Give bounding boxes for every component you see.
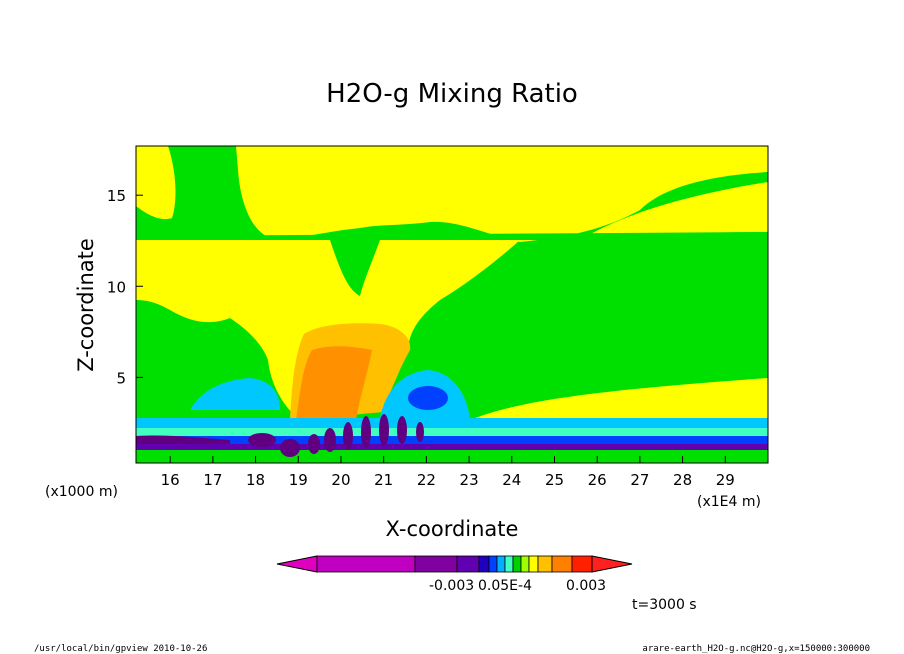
- footer-right: arare-earth_H2O-g.nc@H2O-g,x=150000:3000…: [642, 644, 870, 654]
- x-tick-label: 22: [417, 471, 436, 489]
- contour-surface-green: [136, 450, 768, 463]
- time-annotation: t=3000 s: [632, 597, 697, 613]
- x-tick-label: 16: [161, 471, 180, 489]
- colorbar-segment: [512, 555, 522, 573]
- colorbar-low-arrow: [276, 555, 318, 573]
- colorbar-segment: [488, 555, 498, 573]
- colorbar-segment: [551, 555, 573, 573]
- x-tick-label: 27: [630, 471, 649, 489]
- contour-upper-left-yellow: [136, 146, 176, 220]
- contour-green-line: [136, 232, 768, 240]
- y-unit-label: (x1000 m): [45, 484, 118, 500]
- x-tick-label: 28: [673, 471, 692, 489]
- contour-orange: [296, 346, 372, 420]
- plot-frame: [135, 145, 769, 464]
- colorbar-segment: [537, 555, 553, 573]
- x-tick-label: 29: [716, 471, 735, 489]
- contour-right-blue-core: [408, 386, 448, 410]
- contour-green-notch: [330, 240, 380, 296]
- colorbar-segment: [316, 555, 416, 573]
- x-axis-label: X-coordinate: [386, 517, 519, 541]
- contour-low-cyan-band: [136, 418, 768, 428]
- y-axis: 5 10 15: [107, 187, 143, 387]
- colorbar: [276, 555, 633, 573]
- contour-field: [136, 146, 768, 463]
- x-unit-label: (x1E4 m): [697, 494, 761, 510]
- x-axis: 16 17 18 19 20 21 22 23 24 25 26 27 28 29: [161, 456, 735, 489]
- contour-low-blue-band: [136, 436, 768, 444]
- colorbar-label-max: 0.003: [566, 578, 606, 594]
- y-axis-label: Z-coordinate: [74, 238, 98, 372]
- contour-lower-right-yellow: [470, 378, 768, 420]
- colorbar-segment: [504, 555, 514, 573]
- colorbar-high-arrow: [591, 555, 633, 573]
- contour-upper-right-yellow: [580, 182, 768, 240]
- y-tick-label: 10: [107, 278, 126, 296]
- x-tick-label: 18: [246, 471, 265, 489]
- x-tick-label: 19: [289, 471, 308, 489]
- contour-wave-3: [308, 434, 320, 454]
- contour-wave-4: [324, 428, 336, 452]
- contour-low-violet-band: [136, 444, 768, 450]
- colorbar-label-min: -0.003: [429, 578, 474, 594]
- colorbar-segment: [478, 555, 490, 573]
- colorbar-segment: [571, 555, 593, 573]
- contour-wave-2: [280, 439, 300, 457]
- contour-wave-7: [379, 414, 389, 446]
- colorbar-segment: [520, 555, 530, 573]
- colorbar-segment: [414, 555, 458, 573]
- y-tick-label: 15: [107, 187, 126, 205]
- contour-low-teal-band: [136, 428, 768, 436]
- colorbar-segment: [456, 555, 480, 573]
- x-tick-label: 21: [374, 471, 393, 489]
- y-tick-label: 5: [116, 369, 126, 387]
- x-tick-label: 26: [588, 471, 607, 489]
- colorbar-segment: [528, 555, 539, 573]
- contour-upper-yellow: [136, 146, 768, 242]
- contour-wave-6: [361, 416, 371, 448]
- contour-wave-9: [416, 422, 424, 442]
- x-tick-label: 23: [460, 471, 479, 489]
- contour-wave-1: [248, 433, 276, 447]
- x-tick-label: 25: [545, 471, 564, 489]
- x-tick-label: 24: [502, 471, 521, 489]
- chart-title: H2O-g Mixing Ratio: [326, 79, 578, 109]
- x-tick-label: 17: [203, 471, 222, 489]
- colorbar-segment: [496, 555, 506, 573]
- x-tick-label: 20: [331, 471, 350, 489]
- contour-wave-8: [397, 416, 407, 444]
- contour-left-cyan: [190, 378, 280, 410]
- contour-wave-5: [343, 422, 353, 450]
- colorbar-label-mid: 0.05E-4: [478, 578, 532, 594]
- footer-left: /usr/local/bin/gpview 2010-10-26: [34, 644, 207, 654]
